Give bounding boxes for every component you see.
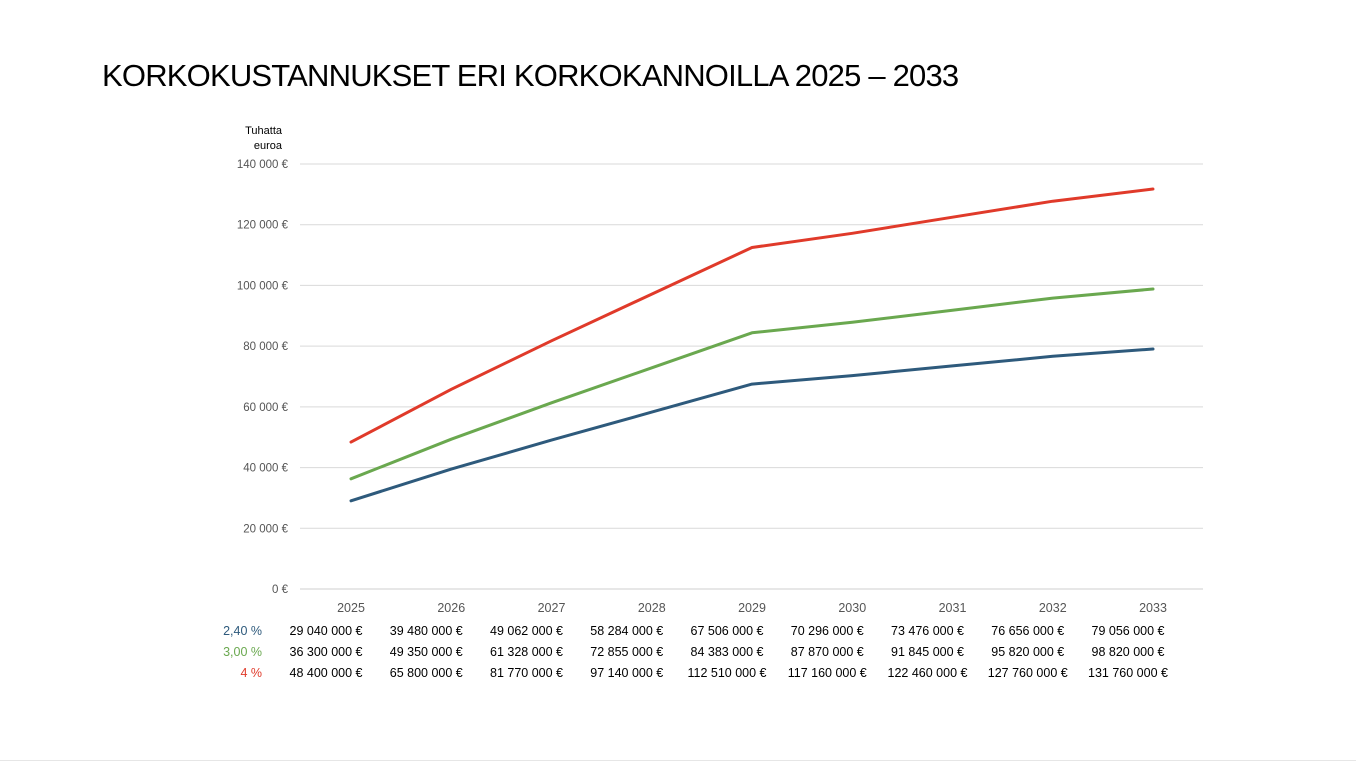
series-lines xyxy=(349,187,1155,503)
table-cell: 127 760 000 € xyxy=(987,666,1068,680)
table-cell: 67 506 000 € xyxy=(690,624,764,638)
series-line-2 xyxy=(349,187,1155,444)
table-cell: 81 770 000 € xyxy=(490,666,563,680)
page-title: KORKOKUSTANNUKSET ERI KORKOKANNOILLA 202… xyxy=(102,58,959,93)
unit-label-line-2: euroa xyxy=(253,140,282,152)
table-cell: 61 328 000 € xyxy=(490,645,563,659)
table-cell: 73 476 000 € xyxy=(891,624,964,638)
y-tick-label: 100 000 € xyxy=(237,280,289,292)
y-tick-label: 120 000 € xyxy=(237,220,289,232)
table-cell: 84 383 000 € xyxy=(690,645,764,659)
table-cell: 95 820 000 € xyxy=(991,645,1065,659)
line-chart: 0 € 20 000 € 40 000 € 60 000 € 80 000 € 100 0… xyxy=(237,159,1203,615)
x-tick-label: 2028 xyxy=(638,601,666,615)
y-axis-ticks: 0 € 20 000 € 40 000 € 60 000 € 80 000 € 100 0… xyxy=(237,159,289,596)
x-tick-label: 2029 xyxy=(738,601,766,615)
x-tick-label: 2031 xyxy=(939,601,967,615)
y-tick-label: 60 000 € xyxy=(243,402,288,414)
gridlines xyxy=(300,163,1203,590)
y-tick-label: 140 000 € xyxy=(237,159,289,171)
table-cell: 131 760 000 € xyxy=(1088,666,1168,680)
table-cell: 91 845 000 € xyxy=(891,645,964,659)
table-cell: 36 300 000 € xyxy=(289,645,363,659)
series-line-0 xyxy=(349,347,1155,503)
table-cell: 122 460 000 € xyxy=(887,666,968,680)
bottom-divider xyxy=(0,760,1356,761)
table-cell: 65 800 000 € xyxy=(389,666,463,680)
table-cell: 39 480 000 € xyxy=(389,624,463,638)
x-tick-label: 2030 xyxy=(838,601,866,615)
table-cell: 70 296 000 € xyxy=(790,624,864,638)
table-cell: 87 870 000 € xyxy=(790,645,864,659)
x-tick-label: 2033 xyxy=(1139,601,1167,615)
table-row-label: 4 % xyxy=(240,666,262,680)
unit-label-line-1: Tuhatta xyxy=(245,125,282,137)
table-cell: 58 284 000 € xyxy=(590,624,664,638)
table-cell: 117 160 000 € xyxy=(787,666,867,680)
table-row-label: 3,00 % xyxy=(223,645,262,659)
data-table: 2,40 % 29 040 000 € 39 480 000 € 49 062 000… xyxy=(0,620,1356,690)
table-cell: 98 820 000 € xyxy=(1091,645,1165,659)
table-cell: 79 056 000 € xyxy=(1091,624,1165,638)
table-cell: 49 062 000 € xyxy=(490,624,563,638)
y-tick-label: 0 € xyxy=(272,584,289,596)
x-axis-ticks: 2025 2026 2027 2028 2029 2030 2031 2032 2033 xyxy=(337,601,1167,615)
table-cell: 48 400 000 € xyxy=(289,666,363,680)
table-cell: 97 140 000 € xyxy=(590,666,664,680)
x-tick-label: 2025 xyxy=(337,601,365,615)
x-tick-label: 2026 xyxy=(437,601,465,615)
y-tick-label: 40 000 € xyxy=(243,463,288,475)
y-tick-label: 20 000 € xyxy=(243,523,288,535)
series-line-1 xyxy=(349,287,1155,481)
x-tick-label: 2027 xyxy=(538,601,566,615)
y-tick-label: 80 000 € xyxy=(243,341,288,353)
x-tick-label: 2032 xyxy=(1039,601,1067,615)
table-cell: 76 656 000 € xyxy=(991,624,1065,638)
table-cell: 49 350 000 € xyxy=(389,645,463,659)
table-cell: 29 040 000 € xyxy=(289,624,363,638)
y-axis-unit-label: Tuhatta euroa xyxy=(226,124,282,154)
table-cell: 112 510 000 € xyxy=(687,666,767,680)
table-row-label: 2,40 % xyxy=(223,624,262,638)
table-cell: 72 855 000 € xyxy=(590,645,664,659)
